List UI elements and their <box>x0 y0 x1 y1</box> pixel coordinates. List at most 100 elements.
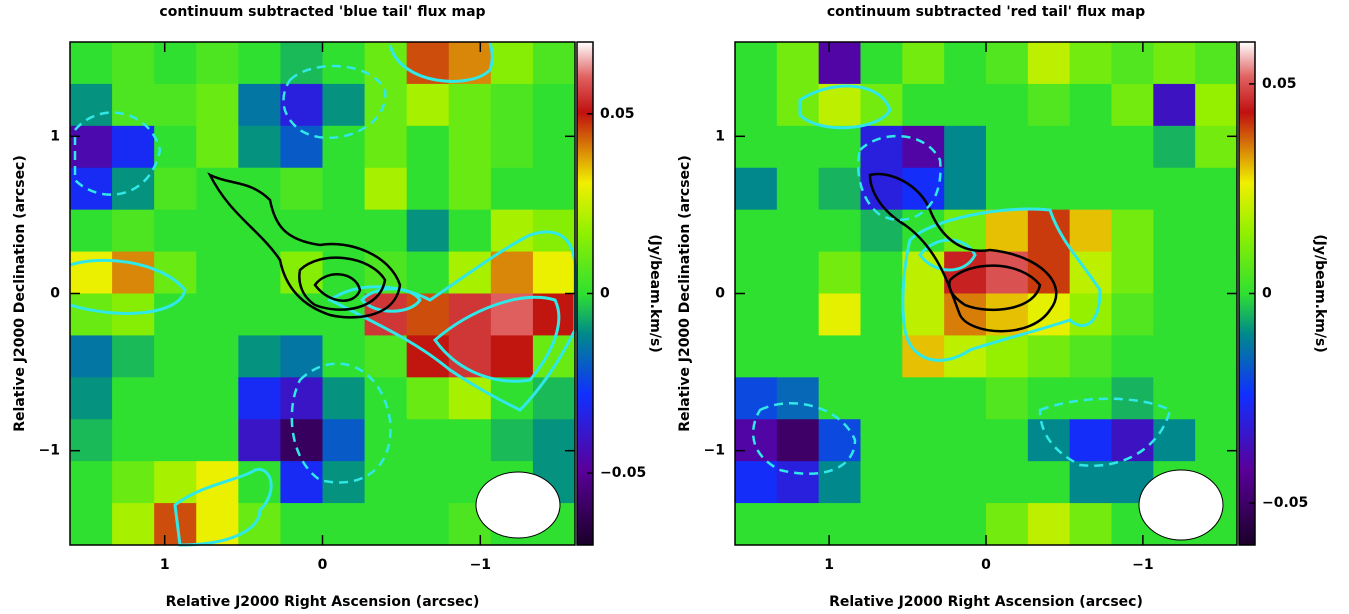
heatmap-cell <box>1111 125 1154 169</box>
heatmap-cell <box>280 167 323 211</box>
heatmap-cell <box>776 419 820 462</box>
heatmap-cell <box>1111 167 1154 211</box>
heatmap-cell <box>1027 461 1071 504</box>
heatmap-cell <box>364 461 408 504</box>
heatmap-cell <box>154 335 197 378</box>
contour <box>173 467 273 547</box>
heatmap-cell <box>1153 42 1196 85</box>
heatmap-cell <box>1027 209 1071 253</box>
heatmap-cell <box>112 251 155 294</box>
heatmap-cell <box>1069 293 1112 336</box>
x-tick-label: 0 <box>318 557 328 573</box>
heatmap-cell <box>902 377 945 420</box>
heatmap-cell <box>860 42 903 85</box>
heatmap-cell <box>902 42 945 85</box>
heatmap-cell <box>532 167 576 211</box>
heatmap-cell <box>735 419 778 462</box>
heatmap-cell <box>532 377 576 420</box>
heatmap-cell <box>364 377 408 420</box>
heatmap-cell <box>735 503 778 546</box>
heatmap-cell <box>1195 125 1238 169</box>
heatmap-cell <box>364 167 408 211</box>
heatmap-cell <box>238 461 281 504</box>
heatmap-cell <box>490 83 534 127</box>
heatmap-cell <box>112 209 155 253</box>
x-tick-label: −1 <box>470 557 491 573</box>
heatmap-cell <box>532 83 576 127</box>
heatmap-cell <box>70 335 113 378</box>
heatmap-cell <box>70 83 113 127</box>
heatmap-cell <box>1111 251 1154 294</box>
contour <box>298 256 387 311</box>
beam <box>1138 469 1224 541</box>
heatmap-cell <box>902 293 945 336</box>
heatmap-cell <box>532 419 576 462</box>
heatmap-cell <box>238 83 281 127</box>
heatmap-cell <box>154 167 197 211</box>
heatmap-cell <box>735 377 778 420</box>
heatmap-cell <box>1069 125 1112 169</box>
heatmap-cell <box>986 461 1029 504</box>
heatmap-cell <box>238 251 281 294</box>
heatmap-cell <box>818 125 861 169</box>
heatmap-cell <box>280 125 323 169</box>
heatmap-cell <box>490 419 534 462</box>
heatmap-cell <box>735 251 778 294</box>
heatmap-cell <box>1027 83 1071 127</box>
heatmap-cell <box>1153 167 1196 211</box>
heatmap-cell <box>1069 503 1112 546</box>
heatmap-cell <box>1069 209 1112 253</box>
heatmap-cell <box>944 251 987 294</box>
heatmap-cell <box>1027 167 1071 211</box>
heatmap-cell <box>196 83 239 127</box>
contour <box>1038 397 1172 467</box>
heatmap-cell <box>986 251 1029 294</box>
heatmap-cell <box>818 461 861 504</box>
heatmap-cell <box>1027 377 1071 420</box>
heatmap-cell <box>70 42 113 85</box>
y-tick-label: 0 <box>715 286 725 302</box>
colorbar-tick-label: 0 <box>1262 286 1272 302</box>
heatmap-cell <box>1069 419 1112 462</box>
heatmap-cell <box>1069 335 1112 378</box>
heatmap-cell <box>112 83 155 127</box>
heatmap-cell <box>818 503 861 546</box>
heatmap-cell <box>490 335 534 378</box>
colorbar-tick-label: 0 <box>600 286 610 302</box>
contour <box>868 172 1058 333</box>
heatmap-cell <box>944 461 987 504</box>
heatmap-cell <box>154 419 197 462</box>
heatmap-cell <box>364 209 408 253</box>
heatmap-cell <box>944 125 987 169</box>
heatmap-cell <box>70 125 113 169</box>
heatmap-cell <box>364 335 408 378</box>
colorbar-label: (Jy/beam.km/s) <box>1312 234 1328 352</box>
contour <box>388 41 494 83</box>
heatmap-cell <box>322 83 366 127</box>
contour <box>360 287 422 313</box>
x-tick-label: 0 <box>981 557 991 573</box>
contour <box>798 84 892 130</box>
heatmap-cell <box>1069 42 1112 85</box>
heatmap-cell <box>406 251 450 294</box>
heatmap-cell <box>1027 42 1071 85</box>
heatmap-cell <box>902 461 945 504</box>
heatmap-cell <box>448 419 492 462</box>
heatmap-cell <box>1027 293 1071 336</box>
heatmap-cell <box>1027 335 1071 378</box>
heatmap-cell <box>322 503 366 546</box>
heatmap-cell <box>280 503 323 546</box>
y-tick-label: 0 <box>50 286 60 302</box>
heatmap-cell <box>986 377 1029 420</box>
heatmap-cell <box>735 293 778 336</box>
heatmap-cell <box>238 125 281 169</box>
heatmap-cell <box>1195 42 1238 85</box>
heatmap-cell <box>860 335 903 378</box>
heatmap-cell <box>112 503 155 546</box>
heatmap-cell <box>154 461 197 504</box>
heatmap-cell <box>448 83 492 127</box>
heatmap-cell <box>364 125 408 169</box>
heatmap-cell <box>902 419 945 462</box>
heatmap-cell <box>944 42 987 85</box>
heatmap-cell <box>532 42 576 85</box>
